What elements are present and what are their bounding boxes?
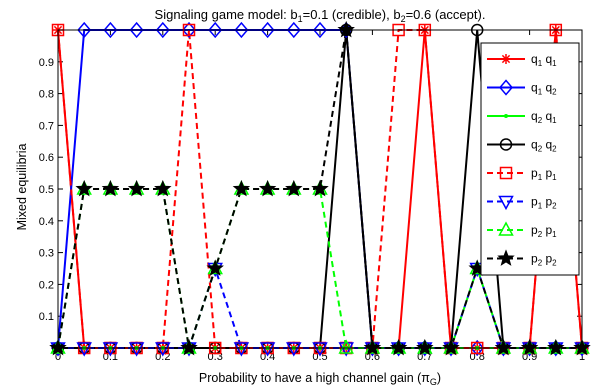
y-tick-label: 0.4 <box>39 216 54 228</box>
marker-p2-p2 <box>258 179 277 197</box>
marker-p2-p2 <box>337 20 355 38</box>
legend-marker-q2-q2 <box>499 138 513 151</box>
legend: q1 q1 q1 q2 q2 q1 q2 q2 p1 p1 p1 p2 p2 p1 p2 p2 <box>480 42 580 276</box>
marker-q1-q2 <box>286 21 301 39</box>
x-tick-label: 0 <box>55 351 61 363</box>
marker-p2-p2 <box>285 179 303 197</box>
legend-label-q1-q1: q1 q1 <box>531 52 557 68</box>
marker-q1-q2 <box>313 21 327 39</box>
y-tick-label: 0.7 <box>39 120 54 132</box>
y-tick-label: 0.2 <box>39 279 54 291</box>
plot-frame <box>57 29 583 349</box>
y-tick-label: 0.3 <box>39 248 54 260</box>
y-tick-label: 0.6 <box>39 152 54 164</box>
y-tick-label: 0.8 <box>39 89 54 101</box>
marker-p1-p2 <box>155 342 171 357</box>
series-line-p2-p2 <box>57 29 582 349</box>
marker-p1-p2 <box>76 342 92 357</box>
marker-p2-p2 <box>180 338 198 356</box>
marker-p2-p2 <box>311 179 329 197</box>
legend-label-p1-p2: p1 p2 <box>531 195 557 211</box>
x-tick-label: 1 <box>579 351 585 363</box>
marker-q1-q2 <box>208 21 223 39</box>
marker-q1-q2 <box>234 21 249 39</box>
legend-label-p1-p1: p1 p1 <box>531 166 557 182</box>
legend-marker-p2-p1 <box>498 221 514 236</box>
marker-p1-p2 <box>338 342 354 357</box>
y-tick-label: 0.5 <box>39 184 54 196</box>
marker-p2-p2 <box>75 179 93 197</box>
chart-title: Signaling game model: b1=0.1 (credible),… <box>155 7 486 24</box>
marker-q1-q2 <box>77 21 92 39</box>
marker-q1-q2 <box>470 339 485 357</box>
legend-label-p2-p2: p2 p2 <box>531 252 557 268</box>
marker-p2-p2 <box>154 179 172 197</box>
marker-p1-p2 <box>128 342 145 357</box>
marker-p2-p2 <box>363 338 382 356</box>
legend-label-q2-q1: q2 q1 <box>531 109 557 125</box>
marker-p2-p2 <box>442 338 460 356</box>
marker-p1-p2 <box>102 342 119 357</box>
marker-p2-p2 <box>520 338 539 356</box>
marker-q1-q2 <box>155 21 170 39</box>
marker-p1-p2 <box>233 342 250 357</box>
legend-marker-p1-p2 <box>498 195 514 211</box>
legend-box <box>480 42 580 276</box>
marker-p1-p2 <box>312 342 328 357</box>
marker-p2-p2 <box>494 338 513 356</box>
legend-label-q2-q2: q2 q2 <box>531 138 557 154</box>
marker-p2-p2 <box>547 338 565 356</box>
marker-p2-p2 <box>127 179 146 197</box>
marker-p2-p2 <box>389 338 408 356</box>
marker-p1-p2 <box>286 342 302 357</box>
legend-marker-q1-q1 <box>501 54 511 64</box>
legend-label-p2-p1: p2 p1 <box>531 223 557 239</box>
y-tick-label: 0.1 <box>39 311 54 323</box>
y-axis-label: Mixed equilibria <box>15 144 29 231</box>
y-tick-label: 0.9 <box>39 57 54 69</box>
marker-p2-p2 <box>416 338 434 356</box>
marker-q1-q2 <box>260 21 275 39</box>
marker-p2-p2 <box>206 259 224 276</box>
marker-q1-q2 <box>129 21 144 39</box>
legend-marker-p1-p1 <box>499 166 513 180</box>
marker-p2-p2 <box>101 179 120 197</box>
legend-marker-q1-q2 <box>499 79 513 96</box>
marker-p2-p2 <box>232 179 251 197</box>
marker-q1-q2 <box>103 21 118 39</box>
legend-marker-p2-p2 <box>497 249 515 266</box>
legend-label-q1-q2: q1 q2 <box>531 81 557 97</box>
marker-q1-q2 <box>182 21 196 39</box>
marker-p1-p2 <box>259 342 276 357</box>
legend-marker-q2-q1 <box>504 114 508 118</box>
marker-p2-p1 <box>338 339 354 354</box>
x-axis-label: Probability to have a high channel gain … <box>199 371 441 385</box>
